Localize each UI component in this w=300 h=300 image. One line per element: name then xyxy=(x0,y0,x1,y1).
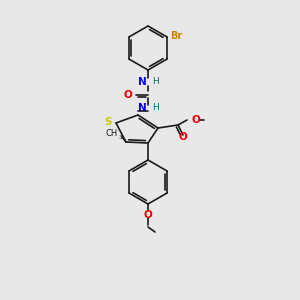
Text: 3: 3 xyxy=(119,135,122,140)
Text: N: N xyxy=(138,77,146,87)
Text: H: H xyxy=(152,103,159,112)
Text: H: H xyxy=(152,76,159,85)
Text: O: O xyxy=(178,132,188,142)
Text: N: N xyxy=(138,103,146,113)
Text: S: S xyxy=(104,117,112,127)
Text: O: O xyxy=(192,115,201,125)
Text: O: O xyxy=(124,90,132,100)
Text: O: O xyxy=(144,210,152,220)
Text: Br: Br xyxy=(170,31,182,41)
Text: CH: CH xyxy=(106,128,118,137)
